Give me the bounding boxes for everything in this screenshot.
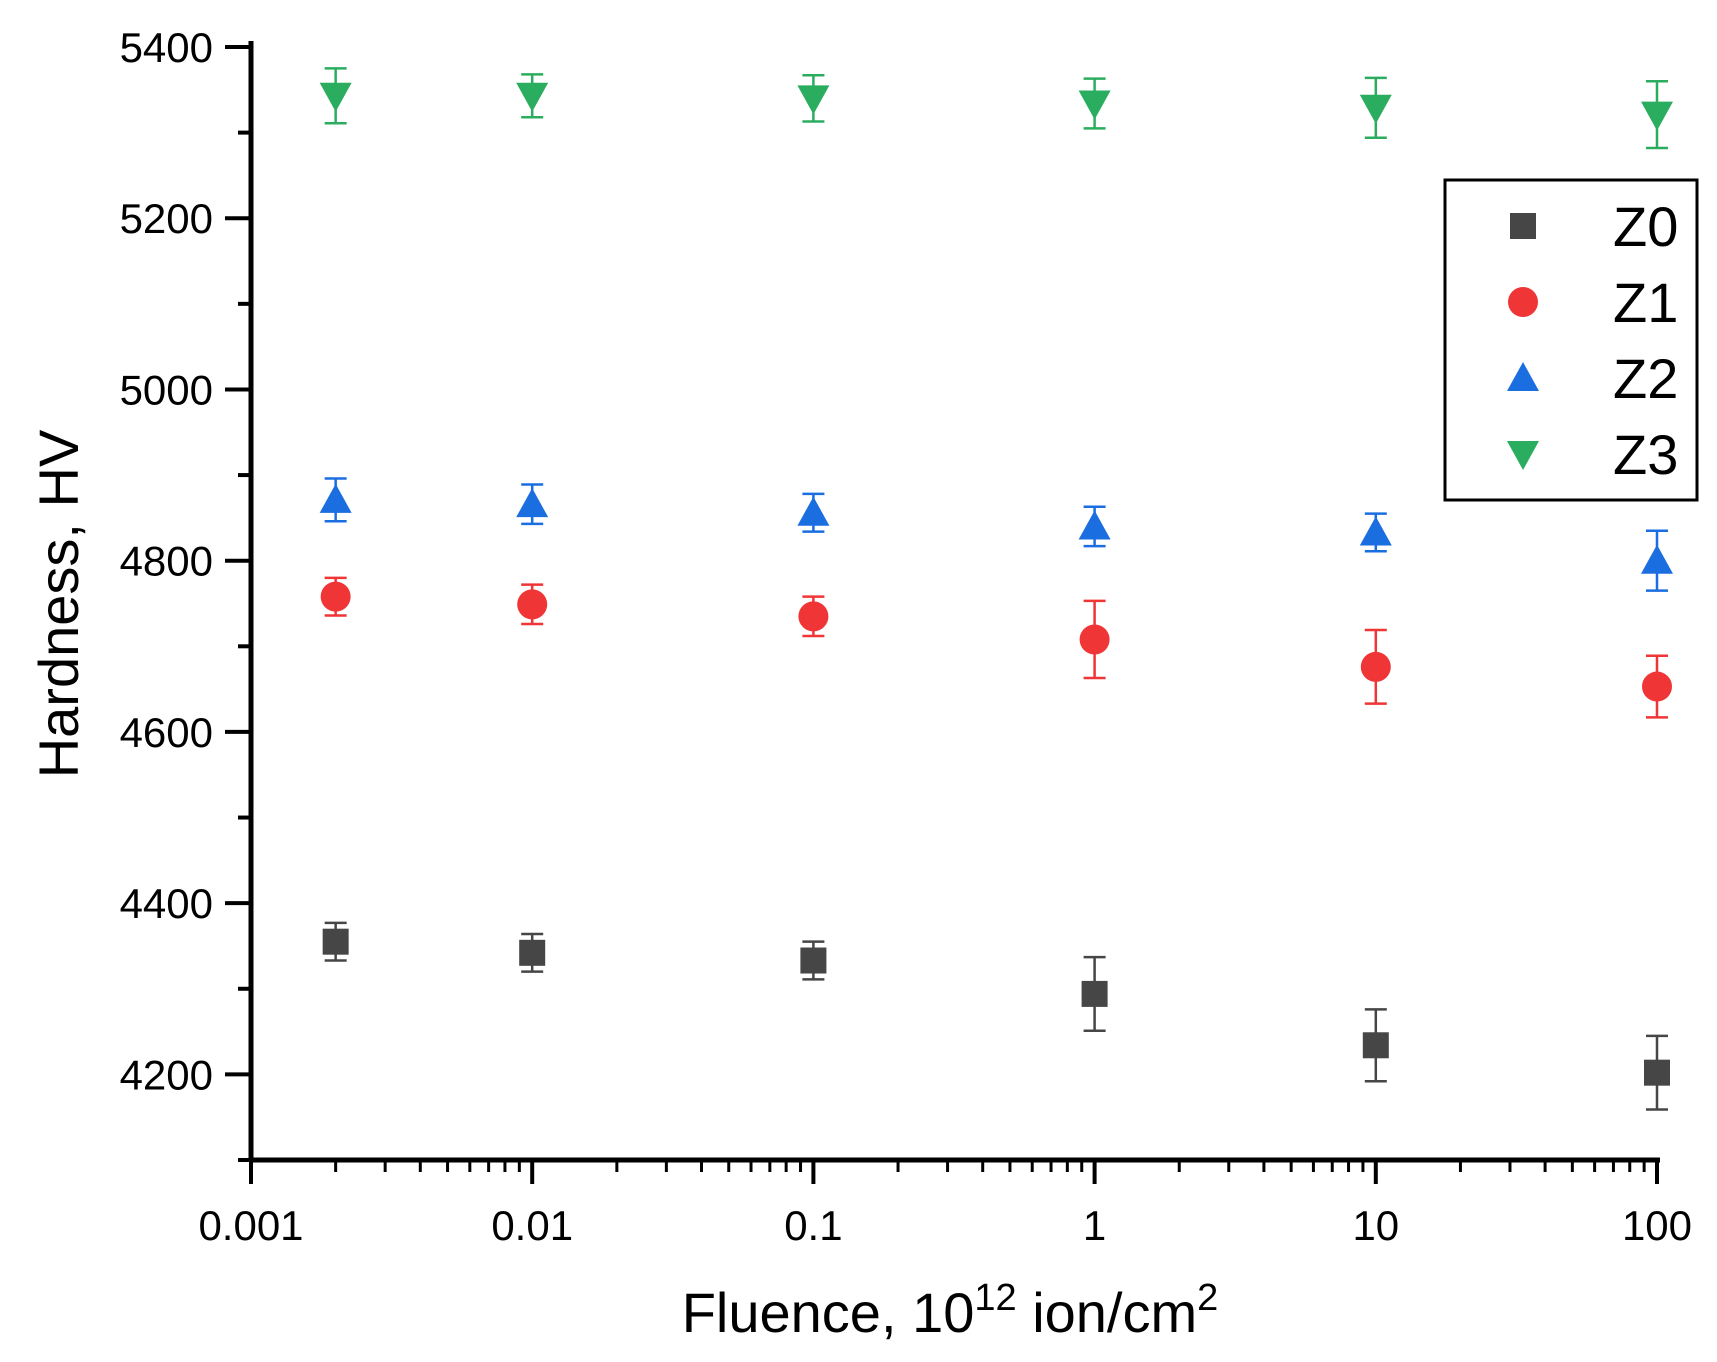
x-axis-title: Fluence, 1012 ion/cm2 xyxy=(682,1277,1219,1344)
legend-item-z2: Z2 xyxy=(1507,347,1678,410)
data-point xyxy=(517,589,548,620)
legend-label: Z3 xyxy=(1613,423,1678,486)
data-point xyxy=(519,939,546,966)
data-point xyxy=(1644,1059,1670,1086)
x-tick-label: 10 xyxy=(1352,1202,1399,1249)
data-point xyxy=(1641,544,1673,574)
x-axis-title-main: Fluence, 10 xyxy=(682,1281,975,1344)
x-axis-title-sup1: 12 xyxy=(974,1277,1016,1319)
legend-label: Z0 xyxy=(1613,195,1678,258)
data-point xyxy=(319,483,352,513)
data-point xyxy=(1362,1032,1389,1059)
legend-item-z3: Z3 xyxy=(1507,423,1678,486)
data-point xyxy=(516,82,549,112)
y-tick-label: 4200 xyxy=(120,1051,213,1098)
x-tick-label: 100 xyxy=(1622,1202,1692,1249)
legend-marker xyxy=(1507,441,1539,470)
data-point xyxy=(800,947,827,974)
legend: Z0 Z1 Z2 Z3 xyxy=(1443,178,1699,502)
data-point xyxy=(798,601,829,632)
legend-box xyxy=(1443,178,1699,502)
legend-item-z0: Z0 xyxy=(1510,195,1678,258)
data-point xyxy=(797,85,830,115)
series-z0 xyxy=(322,921,1670,1111)
legend-item-z1: Z1 xyxy=(1508,271,1678,334)
data-point xyxy=(319,82,352,112)
y-tick-label: 4800 xyxy=(120,538,213,585)
x-tick-label: 0.1 xyxy=(784,1202,842,1249)
x-tick-label: 0.01 xyxy=(491,1202,573,1249)
series-z2 xyxy=(319,477,1673,592)
data-point xyxy=(1359,516,1392,546)
data-point xyxy=(1081,980,1108,1007)
y-tick-label: 4400 xyxy=(120,880,213,927)
data-point xyxy=(320,581,351,612)
data-point xyxy=(516,488,549,518)
data-point xyxy=(797,496,830,526)
data-point xyxy=(1078,510,1111,540)
data-point xyxy=(1641,101,1673,131)
legend-marker xyxy=(1508,287,1538,317)
legend-marker xyxy=(1507,362,1539,391)
series-z1 xyxy=(320,576,1672,719)
legend-label: Z2 xyxy=(1613,347,1678,410)
data-point xyxy=(1360,651,1391,682)
y-tick-label: 5400 xyxy=(120,24,213,71)
legend-marker xyxy=(1510,213,1536,239)
data-point xyxy=(1079,624,1110,655)
y-tick-label: 5000 xyxy=(120,366,213,413)
data-point xyxy=(1642,671,1672,702)
data-point xyxy=(1359,94,1392,124)
series-layer xyxy=(319,67,1673,1111)
data-point xyxy=(1078,90,1111,120)
y-axis-title: Hardness, HV xyxy=(27,429,90,778)
series-z3 xyxy=(319,67,1673,150)
x-tick-label: 1 xyxy=(1083,1202,1106,1249)
y-tick-label: 5200 xyxy=(120,195,213,242)
axes-group: 4200 4400 4600 4800 5000 5200 5400 0.001 0.01 0.1… xyxy=(120,24,1692,1249)
y-tick-label: 4600 xyxy=(120,709,213,756)
legend-label: Z1 xyxy=(1613,271,1678,334)
x-axis-title-mid: ion/cm xyxy=(1017,1281,1198,1344)
x-axis-title-sup2: 2 xyxy=(1197,1277,1218,1319)
x-tick-label: 0.001 xyxy=(198,1202,303,1249)
data-point xyxy=(322,928,349,955)
